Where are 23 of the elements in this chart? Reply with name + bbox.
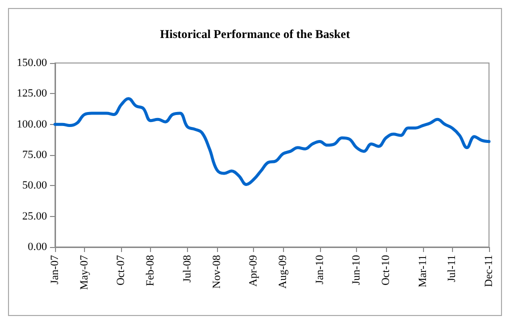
y-tick-label: 0.00 [28,241,48,253]
y-tick-label: 150.00 [16,57,48,69]
x-tick-label: Mar-11 [416,255,429,288]
y-tick-label: 75.00 [22,149,48,161]
x-tick-label: Oct-07 [115,254,128,286]
x-tick-label: Aug-09 [277,254,290,289]
line-series [54,97,490,186]
x-tick-label: Jan-10 [314,254,326,284]
x-tick-label: Jun-10 [350,254,363,285]
x-tick-label: Oct-10 [380,254,392,286]
x-tick-label: Dec-11 [483,255,495,287]
x-tick-label: Apr-09 [248,254,260,287]
y-tick-label: 100.00 [16,118,48,130]
y-tick-label: 25.00 [22,210,48,222]
x-tick-label: May-07 [78,254,90,290]
x-tick-label: Feb-08 [144,254,157,286]
x-tick-label: Jul-11 [446,255,458,282]
x-tick-label: Nov-08 [210,254,223,289]
y-tick-label: 125.00 [16,88,48,100]
x-tick-label: Jul-08 [181,254,194,282]
x-tick-label: Jan-07 [49,254,61,284]
chart-title: Historical Performance of the Basket [160,27,350,41]
y-tick-label: 50.00 [22,180,48,192]
